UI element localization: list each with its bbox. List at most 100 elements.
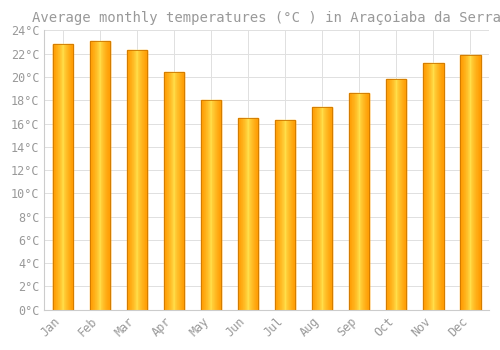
Bar bbox=[172, 72, 174, 310]
Bar bbox=[394, 79, 395, 310]
Bar bbox=[331, 107, 332, 310]
Bar bbox=[349, 93, 350, 310]
Bar bbox=[440, 63, 441, 310]
Bar bbox=[71, 44, 72, 310]
Bar bbox=[250, 118, 251, 310]
Bar bbox=[322, 107, 323, 310]
Bar bbox=[98, 41, 100, 310]
Bar bbox=[460, 55, 461, 310]
Bar bbox=[317, 107, 318, 310]
Bar bbox=[249, 118, 250, 310]
Bar bbox=[474, 55, 475, 310]
Bar bbox=[357, 93, 358, 310]
Bar bbox=[102, 41, 104, 310]
Bar bbox=[139, 50, 140, 310]
Bar bbox=[438, 63, 439, 310]
Bar bbox=[476, 55, 477, 310]
Bar bbox=[350, 93, 351, 310]
Bar bbox=[276, 120, 277, 310]
Bar bbox=[400, 79, 401, 310]
Bar bbox=[107, 41, 108, 310]
Bar bbox=[254, 118, 255, 310]
Bar bbox=[423, 63, 424, 310]
Bar bbox=[100, 41, 102, 310]
Title: Average monthly temperatures (°C ) in Araçoiaba da Serra: Average monthly temperatures (°C ) in Ar… bbox=[32, 11, 500, 25]
Bar bbox=[251, 118, 252, 310]
Bar bbox=[215, 100, 216, 310]
Bar bbox=[240, 118, 242, 310]
Bar bbox=[468, 55, 469, 310]
Bar bbox=[62, 44, 63, 310]
Bar bbox=[214, 100, 215, 310]
Bar bbox=[275, 120, 295, 310]
Bar bbox=[475, 55, 476, 310]
Bar bbox=[96, 41, 98, 310]
Bar bbox=[248, 118, 249, 310]
Bar bbox=[294, 120, 296, 310]
Bar bbox=[443, 63, 444, 310]
Bar bbox=[282, 120, 283, 310]
Bar bbox=[393, 79, 394, 310]
Bar bbox=[131, 50, 132, 310]
Bar bbox=[164, 72, 184, 310]
Bar bbox=[64, 44, 65, 310]
Bar bbox=[479, 55, 480, 310]
Bar bbox=[108, 41, 109, 310]
Bar bbox=[472, 55, 473, 310]
Bar bbox=[469, 55, 470, 310]
Bar bbox=[405, 79, 406, 310]
Bar bbox=[462, 55, 463, 310]
Bar bbox=[140, 50, 141, 310]
Bar bbox=[134, 50, 135, 310]
Bar bbox=[141, 50, 142, 310]
Bar bbox=[208, 100, 209, 310]
Bar bbox=[329, 107, 330, 310]
Bar bbox=[257, 118, 258, 310]
Bar bbox=[364, 93, 366, 310]
Bar bbox=[388, 79, 389, 310]
Bar bbox=[67, 44, 68, 310]
Bar bbox=[362, 93, 364, 310]
Bar bbox=[137, 50, 138, 310]
Bar bbox=[399, 79, 400, 310]
Bar bbox=[109, 41, 110, 310]
Bar bbox=[324, 107, 325, 310]
Bar bbox=[402, 79, 403, 310]
Bar bbox=[182, 72, 183, 310]
Bar bbox=[354, 93, 355, 310]
Bar bbox=[180, 72, 181, 310]
Bar bbox=[284, 120, 285, 310]
Bar bbox=[138, 50, 139, 310]
Bar bbox=[352, 93, 353, 310]
Bar bbox=[204, 100, 205, 310]
Bar bbox=[130, 50, 131, 310]
Bar bbox=[53, 44, 73, 310]
Bar bbox=[92, 41, 93, 310]
Bar bbox=[316, 107, 317, 310]
Bar bbox=[211, 100, 212, 310]
Bar bbox=[53, 44, 54, 310]
Bar bbox=[351, 93, 352, 310]
Bar bbox=[287, 120, 288, 310]
Bar bbox=[330, 107, 331, 310]
Bar bbox=[63, 44, 64, 310]
Bar bbox=[104, 41, 105, 310]
Bar bbox=[175, 72, 176, 310]
Bar bbox=[244, 118, 245, 310]
Bar bbox=[247, 118, 248, 310]
Bar bbox=[65, 44, 66, 310]
Bar bbox=[242, 118, 244, 310]
Bar bbox=[471, 55, 472, 310]
Bar bbox=[397, 79, 398, 310]
Bar bbox=[353, 93, 354, 310]
Bar bbox=[386, 79, 387, 310]
Bar bbox=[319, 107, 320, 310]
Bar bbox=[66, 44, 67, 310]
Bar bbox=[143, 50, 144, 310]
Bar bbox=[292, 120, 294, 310]
Bar bbox=[470, 55, 471, 310]
Bar bbox=[280, 120, 281, 310]
Bar bbox=[403, 79, 404, 310]
Bar bbox=[432, 63, 434, 310]
Bar bbox=[238, 118, 258, 310]
